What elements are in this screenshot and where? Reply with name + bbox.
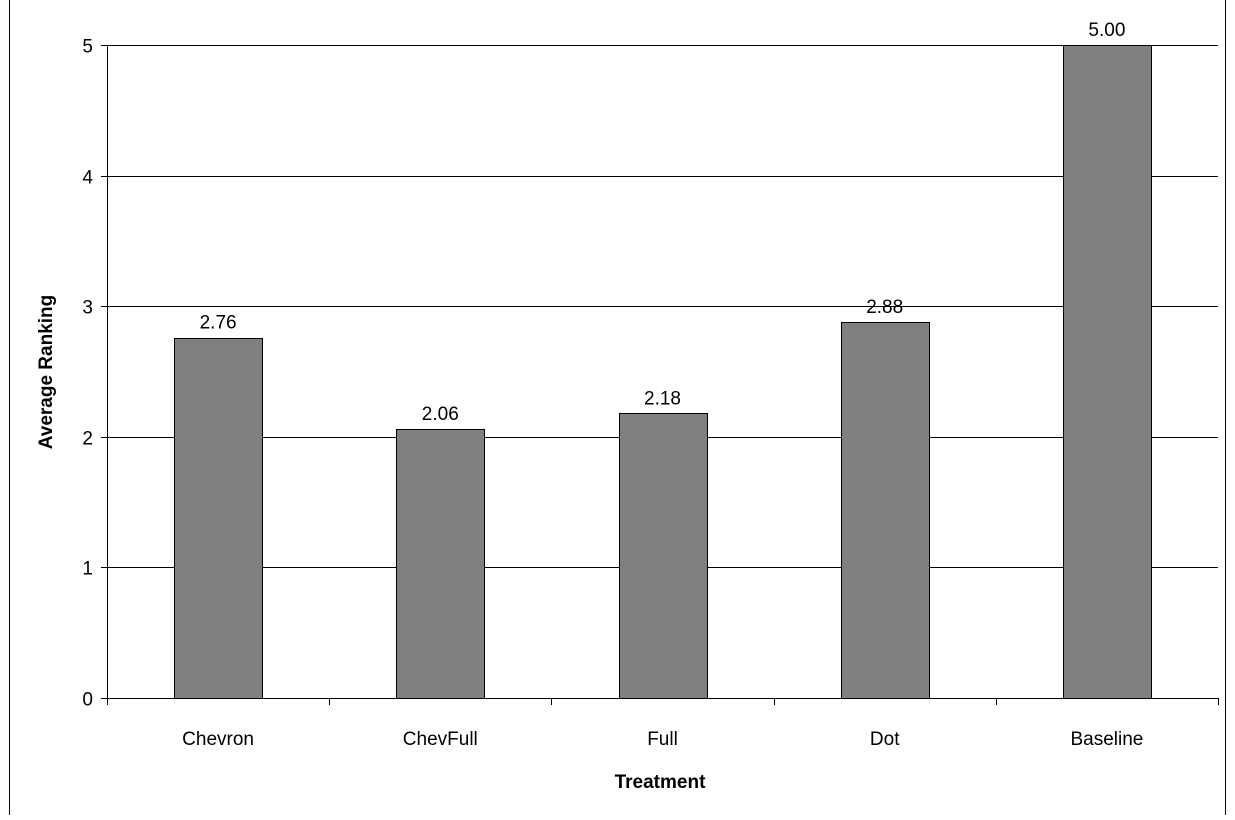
bar-baseline (1063, 45, 1152, 699)
data-labels: 2.76 2.06 2.18 2.88 5.00 (200, 20, 1126, 425)
data-label-full: 2.18 (644, 388, 681, 409)
y-axis-title: Average Ranking (36, 295, 57, 450)
y-tick-labels: 0 1 2 3 4 5 (82, 37, 93, 711)
data-label-chevron: 2.76 (200, 313, 237, 334)
axes (101, 45, 1219, 705)
data-label-baseline: 5.00 (1088, 20, 1125, 41)
x-tick-labels: Chevron ChevFull Full Dot Baseline (182, 729, 1143, 750)
x-tick-label-full: Full (647, 729, 678, 750)
data-label-chevfull: 2.06 (422, 404, 459, 425)
y-tick-label-1: 1 (82, 559, 93, 580)
y-tick-label-0: 0 (82, 690, 93, 711)
y-tick-label-3: 3 (82, 298, 93, 319)
x-tick-label-baseline: Baseline (1070, 729, 1143, 750)
data-label-dot: 2.88 (866, 297, 903, 318)
y-tick-label-5: 5 (82, 37, 93, 58)
x-tick-label-chevron: Chevron (182, 729, 254, 750)
y-tick-label-4: 4 (82, 168, 93, 189)
bar-chevfull (396, 429, 485, 699)
bars (174, 45, 1152, 699)
x-tick-label-dot: Dot (870, 729, 900, 750)
x-tick-label-chevfull: ChevFull (403, 729, 478, 750)
x-axis-title: Treatment (615, 772, 706, 793)
y-tick-label-2: 2 (82, 429, 93, 450)
bar-dot (841, 322, 930, 699)
bar-chevron (174, 338, 263, 699)
bar-full (619, 413, 708, 699)
